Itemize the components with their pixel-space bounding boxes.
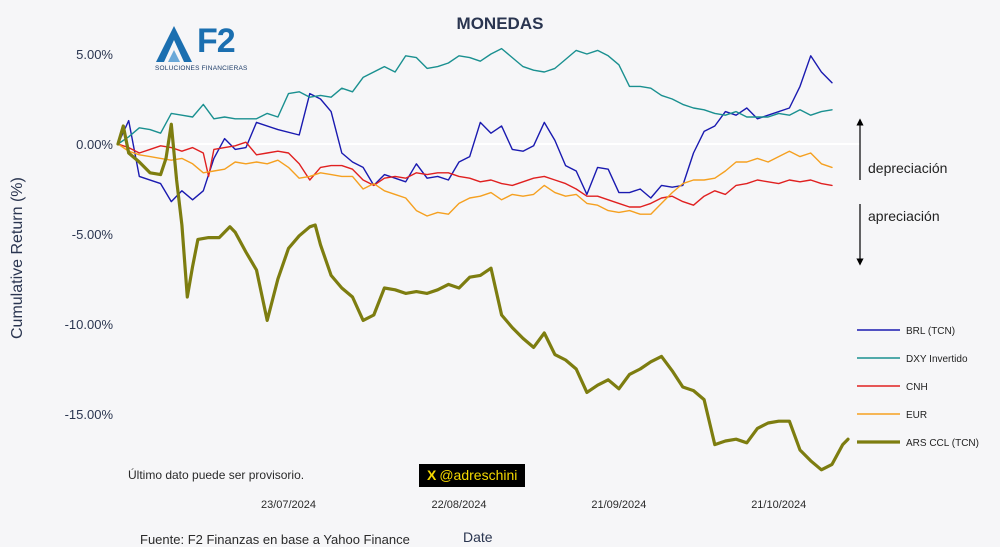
y-tick-label: -15.00% (65, 407, 114, 422)
series-line-3 (117, 143, 833, 217)
legend-label: EUR (906, 410, 927, 421)
depreciation-annotation: depreciación (868, 160, 948, 176)
source-note: Fuente: F2 Finanzas en base a Yahoo Fina… (140, 532, 410, 547)
x-axis-label: Date (463, 529, 493, 545)
y-tick-label: 0.00% (76, 137, 113, 152)
logo-tagline: SOLUCIONES FINANCIERAS (155, 65, 248, 72)
x-tick-label: 22/08/2024 (431, 499, 486, 511)
provisional-note: Último dato puede ser provisorio. (128, 468, 305, 482)
legend-label: CNH (906, 382, 928, 393)
appreciation-annotation: apreciación (868, 208, 940, 224)
f2-logo-icon (156, 26, 192, 62)
series-line-2 (117, 141, 833, 208)
series-line-0 (117, 55, 833, 203)
social-handle-badge[interactable]: X @adreschini (419, 464, 526, 487)
chart-title: MONEDAS (456, 14, 544, 33)
legend-label: BRL (TCN) (906, 326, 955, 337)
x-logo-icon: X (427, 467, 437, 483)
x-tick-label: 21/09/2024 (591, 499, 646, 511)
social-handle-text: @adreschini (439, 467, 518, 483)
y-tick-label: -10.00% (65, 317, 114, 332)
x-tick-label: 23/07/2024 (261, 499, 316, 511)
series-line-1 (117, 47, 833, 145)
x-tick-label: 21/10/2024 (751, 499, 806, 511)
y-tick-label: -5.00% (72, 227, 114, 242)
legend-label: DXY Invertido (906, 354, 968, 365)
legend-label: ARS CCL (TCN) (906, 438, 979, 449)
y-axis-label: Cumulative Return (%) (9, 177, 26, 339)
series-line-4 (116, 122, 850, 472)
y-tick-label: 5.00% (76, 47, 113, 62)
logo-brand-text: F2 (197, 22, 236, 60)
